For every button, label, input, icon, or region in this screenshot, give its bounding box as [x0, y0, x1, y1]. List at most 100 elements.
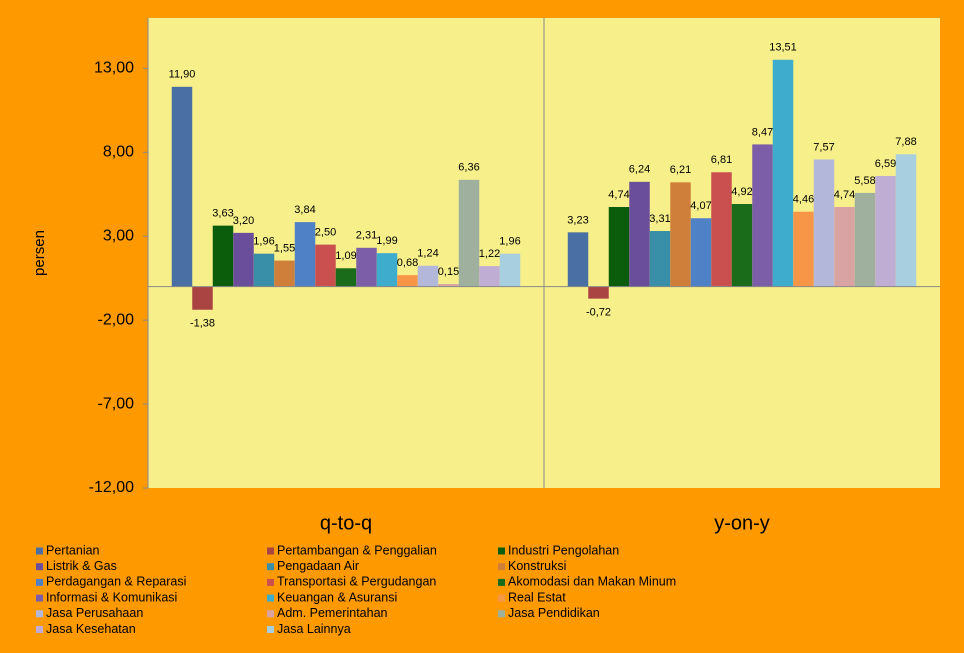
bar: [834, 207, 855, 287]
bar: [670, 182, 691, 287]
legend-label: Transportasi & Pergudangan: [277, 575, 436, 589]
data-label: -1,38: [190, 318, 215, 330]
bar: [895, 154, 917, 287]
data-label: 6,21: [670, 164, 691, 176]
legend-swatch: [36, 610, 43, 618]
bar: [731, 203, 753, 287]
data-label: 1,22: [479, 248, 500, 260]
data-label: 2,50: [315, 227, 336, 239]
bar: [212, 225, 234, 287]
legend-swatch: [498, 594, 505, 602]
legend-swatch: [498, 578, 505, 586]
bar: [192, 286, 213, 310]
y-tick-label: -7,00: [98, 395, 135, 412]
data-label: 1,99: [376, 235, 397, 247]
y-tick-label: -2,00: [98, 311, 135, 328]
legend-swatch: [498, 563, 505, 571]
data-label: 7,57: [813, 141, 834, 153]
legend-label: Perdagangan & Reparasi: [46, 575, 186, 589]
data-label: 11,90: [169, 69, 196, 81]
bar: [772, 59, 794, 287]
bar: [253, 253, 275, 287]
data-label: 13,51: [769, 42, 797, 54]
y-tick-label: 13,00: [94, 60, 134, 77]
data-label: 4,74: [608, 189, 629, 201]
legend-swatch: [267, 594, 274, 602]
bar: [690, 218, 712, 287]
legend-label: Jasa Kesehatan: [46, 622, 136, 636]
data-label: 6,59: [875, 158, 896, 170]
legend-label: Jasa Pendidikan: [508, 606, 600, 620]
data-label: 3,20: [233, 215, 254, 227]
data-label: 0,15: [438, 266, 459, 278]
bar: [793, 211, 814, 287]
legend-label: Jasa Lainnya: [277, 622, 351, 636]
legend-label: Pengadaan Air: [277, 559, 359, 573]
legend-label: Jasa Perusahaan: [46, 606, 143, 620]
legend-label: Industri Pengolahan: [508, 543, 619, 557]
legend-swatch: [267, 626, 274, 633]
legend-label: Konstruksi: [508, 559, 566, 573]
data-label: 1,09: [335, 250, 356, 262]
legend-label: Pertambangan & Penggalian: [277, 543, 437, 557]
bar: [813, 159, 835, 287]
bar: [649, 231, 671, 287]
data-label: 1,96: [499, 236, 520, 248]
data-label: 1,96: [253, 236, 274, 248]
data-label: 2,31: [356, 230, 377, 242]
legend-label: Listrik & Gas: [46, 559, 117, 573]
legend-label: Adm. Pemerintahan: [277, 606, 388, 620]
bar: [458, 179, 480, 287]
y-axis-label: persen: [31, 230, 48, 276]
data-label: 3,23: [567, 214, 588, 226]
legend-swatch: [36, 547, 43, 555]
bar: [567, 232, 589, 287]
bar: [294, 222, 316, 287]
legend-label: Real Estat: [508, 590, 566, 604]
bar: [274, 260, 295, 287]
legend-swatch: [36, 578, 43, 586]
bar: [854, 192, 876, 287]
data-label: 3,84: [294, 204, 315, 216]
data-label: 8,47: [752, 126, 773, 138]
bar: [875, 175, 896, 287]
bar: [629, 181, 650, 287]
bar: [752, 144, 773, 287]
legend-swatch: [498, 547, 505, 555]
data-label: 1,55: [274, 242, 295, 254]
x-tick-label: y-on-y: [714, 512, 770, 534]
legend-swatch: [267, 578, 274, 586]
bar: [397, 275, 418, 287]
data-label: 4,74: [834, 189, 855, 201]
bar: [499, 253, 521, 287]
y-tick-label: 8,00: [103, 144, 134, 161]
data-label: 0,68: [397, 257, 418, 269]
data-label: 3,63: [212, 208, 233, 220]
legend-label: Pertanian: [46, 543, 100, 557]
bar: [711, 172, 732, 287]
data-label: 6,24: [629, 164, 650, 176]
legend-swatch: [498, 610, 505, 618]
bar: [376, 253, 398, 287]
legend-label: Akomodasi dan Makan Minum: [508, 575, 676, 589]
legend-swatch: [36, 563, 43, 571]
y-tick-label: 3,00: [103, 227, 134, 244]
data-label: 6,36: [458, 162, 479, 174]
legend-label: Keuangan & Asuransi: [277, 590, 397, 604]
data-label: 1,24: [417, 248, 438, 260]
data-label: 4,92: [731, 186, 752, 198]
x-tick-label: q-to-q: [320, 512, 372, 534]
bar: [608, 207, 630, 287]
data-label: -0,72: [586, 307, 611, 319]
legend-swatch: [267, 547, 274, 555]
y-tick-label: -12,00: [89, 479, 134, 496]
data-label: 4,07: [690, 200, 711, 212]
legend-swatch: [36, 626, 43, 633]
bar: [588, 286, 609, 299]
bar: [171, 86, 193, 287]
bar: [335, 268, 357, 287]
bar: [233, 232, 254, 287]
bar: [438, 284, 459, 287]
bar: [356, 247, 377, 287]
